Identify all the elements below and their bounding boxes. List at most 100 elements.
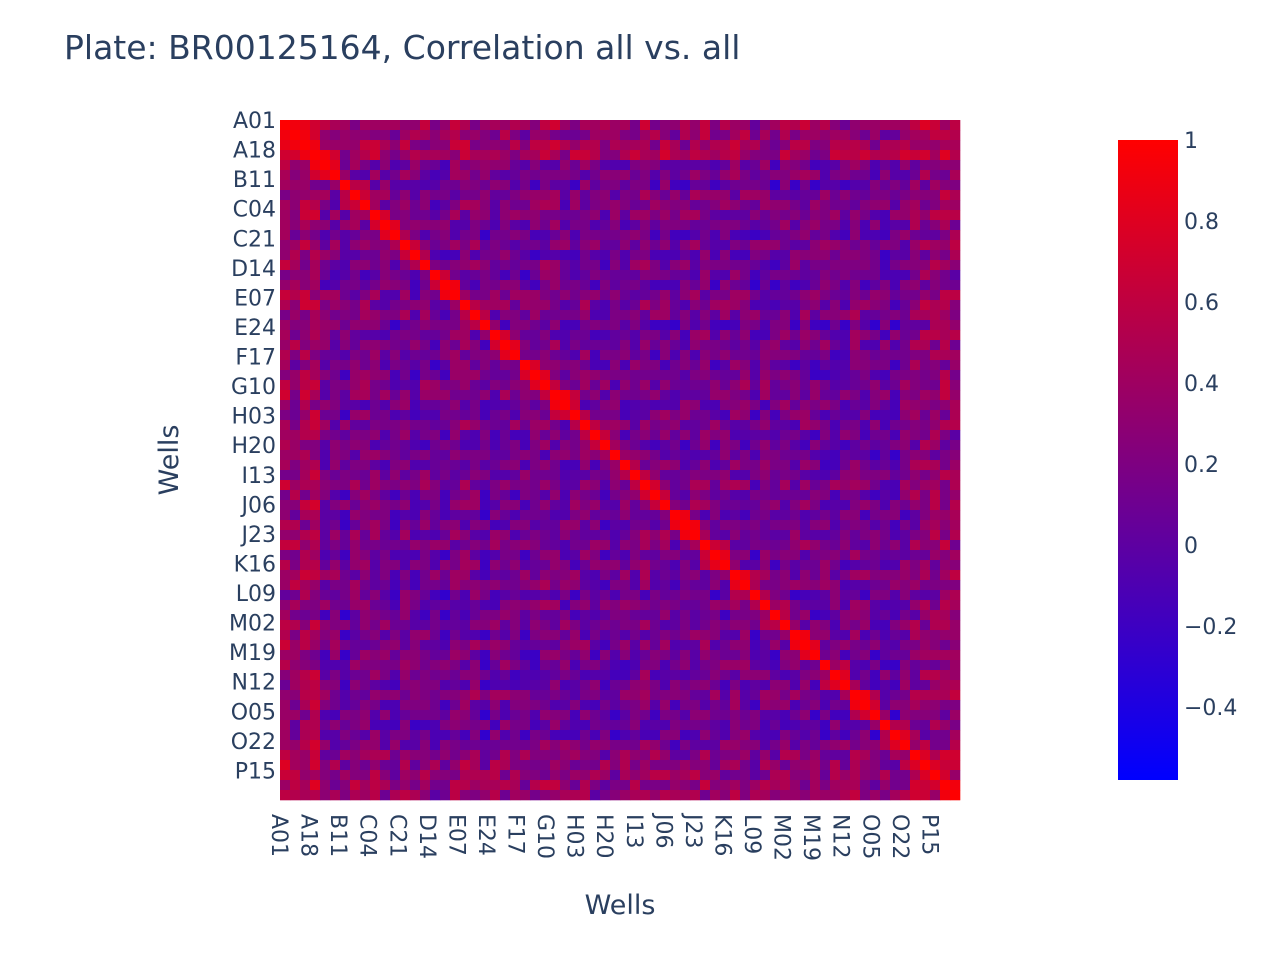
heatmap-cell[interactable]	[370, 170, 381, 181]
heatmap-cell[interactable]	[810, 760, 821, 771]
heatmap-cell[interactable]	[920, 680, 931, 691]
heatmap-cell[interactable]	[940, 540, 951, 551]
heatmap-cell[interactable]	[750, 200, 761, 211]
heatmap-cell[interactable]	[540, 790, 551, 801]
heatmap-cell[interactable]	[580, 520, 591, 531]
heatmap-cell[interactable]	[630, 160, 641, 171]
heatmap-cell[interactable]	[730, 130, 741, 141]
heatmap-cell[interactable]	[540, 120, 551, 131]
heatmap-cell[interactable]	[350, 510, 361, 521]
heatmap-cell[interactable]	[450, 720, 461, 731]
heatmap-cell[interactable]	[600, 410, 611, 421]
heatmap-cell[interactable]	[510, 710, 521, 721]
heatmap-cell[interactable]	[790, 240, 801, 251]
heatmap-cell[interactable]	[450, 780, 461, 791]
heatmap-cell[interactable]	[340, 560, 351, 571]
heatmap-cell[interactable]	[390, 640, 401, 651]
heatmap-cell[interactable]	[770, 400, 781, 411]
heatmap-cell[interactable]	[580, 660, 591, 671]
heatmap-cell[interactable]	[740, 170, 751, 181]
heatmap-cell[interactable]	[790, 190, 801, 201]
heatmap-cell[interactable]	[720, 330, 731, 341]
heatmap-cell[interactable]	[930, 530, 941, 541]
heatmap-cell[interactable]	[440, 740, 451, 751]
heatmap-cell[interactable]	[360, 730, 371, 741]
heatmap-cell[interactable]	[930, 580, 941, 591]
heatmap-cell[interactable]	[370, 290, 381, 301]
heatmap-cell[interactable]	[360, 420, 371, 431]
heatmap-cell[interactable]	[760, 700, 771, 711]
heatmap-cell[interactable]	[550, 130, 561, 141]
heatmap-cell[interactable]	[410, 400, 421, 411]
heatmap-cell[interactable]	[560, 310, 571, 321]
heatmap-cell[interactable]	[460, 690, 471, 701]
heatmap-cell[interactable]	[500, 520, 511, 531]
heatmap-cell[interactable]	[780, 490, 791, 501]
heatmap-cell[interactable]	[760, 690, 771, 701]
heatmap-cell[interactable]	[590, 530, 601, 541]
heatmap-cell[interactable]	[590, 140, 601, 151]
heatmap-cell[interactable]	[390, 530, 401, 541]
heatmap-cell[interactable]	[550, 360, 561, 371]
heatmap-cell[interactable]	[670, 440, 681, 451]
heatmap-cell[interactable]	[370, 500, 381, 511]
heatmap-cell[interactable]	[880, 330, 891, 341]
heatmap-cell[interactable]	[880, 470, 891, 481]
heatmap-cell[interactable]	[620, 460, 631, 471]
heatmap-cell[interactable]	[610, 710, 621, 721]
heatmap-cell[interactable]	[710, 750, 721, 761]
heatmap-cell[interactable]	[450, 210, 461, 221]
heatmap-cell[interactable]	[710, 340, 721, 351]
heatmap-cell[interactable]	[680, 510, 691, 521]
heatmap-cell[interactable]	[400, 740, 411, 751]
heatmap-cell[interactable]	[490, 330, 501, 341]
heatmap-cell[interactable]	[870, 680, 881, 691]
heatmap-cell[interactable]	[300, 360, 311, 371]
heatmap-cell[interactable]	[330, 250, 341, 261]
heatmap-cell[interactable]	[540, 550, 551, 561]
heatmap-cell[interactable]	[420, 480, 431, 491]
heatmap-cell[interactable]	[410, 410, 421, 421]
heatmap-cell[interactable]	[370, 210, 381, 221]
heatmap-cell[interactable]	[670, 700, 681, 711]
heatmap-cell[interactable]	[950, 390, 961, 401]
heatmap-cell[interactable]	[920, 550, 931, 561]
heatmap-cell[interactable]	[920, 450, 931, 461]
heatmap-cell[interactable]	[720, 700, 731, 711]
heatmap-cell[interactable]	[410, 190, 421, 201]
heatmap-cell[interactable]	[330, 690, 341, 701]
heatmap-cell[interactable]	[840, 600, 851, 611]
heatmap-cell[interactable]	[720, 480, 731, 491]
heatmap-cell[interactable]	[460, 210, 471, 221]
heatmap-cell[interactable]	[770, 770, 781, 781]
heatmap-cell[interactable]	[320, 280, 331, 291]
heatmap-cell[interactable]	[820, 330, 831, 341]
heatmap-cell[interactable]	[560, 690, 571, 701]
heatmap-cell[interactable]	[630, 650, 641, 661]
heatmap-cell[interactable]	[400, 240, 411, 251]
heatmap-cell[interactable]	[520, 490, 531, 501]
heatmap-cell[interactable]	[870, 160, 881, 171]
heatmap-cell[interactable]	[310, 500, 321, 511]
heatmap-cell[interactable]	[550, 550, 561, 561]
heatmap-cell[interactable]	[550, 370, 561, 381]
heatmap-cell[interactable]	[930, 250, 941, 261]
heatmap-cell[interactable]	[510, 450, 521, 461]
heatmap-cell[interactable]	[890, 510, 901, 521]
heatmap-cell[interactable]	[790, 220, 801, 231]
heatmap-cell[interactable]	[650, 420, 661, 431]
heatmap-cell[interactable]	[530, 630, 541, 641]
heatmap-cell[interactable]	[790, 140, 801, 151]
heatmap-cell[interactable]	[580, 150, 591, 161]
heatmap-cell[interactable]	[740, 260, 751, 271]
heatmap-cell[interactable]	[630, 400, 641, 411]
heatmap-cell[interactable]	[290, 210, 301, 221]
heatmap-cell[interactable]	[860, 470, 871, 481]
heatmap-cell[interactable]	[820, 140, 831, 151]
heatmap-cell[interactable]	[750, 510, 761, 521]
heatmap-cell[interactable]	[860, 400, 871, 411]
heatmap-cell[interactable]	[340, 510, 351, 521]
heatmap-cell[interactable]	[690, 420, 701, 431]
heatmap-cell[interactable]	[730, 280, 741, 291]
heatmap-cell[interactable]	[640, 630, 651, 641]
